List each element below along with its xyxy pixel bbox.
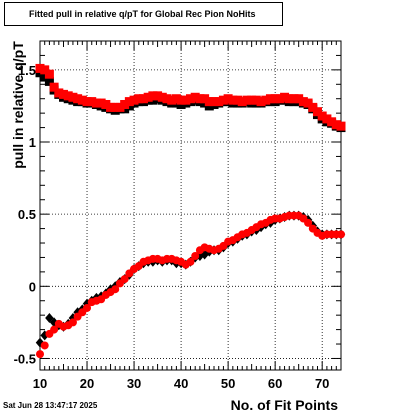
data-point-square bbox=[115, 102, 125, 112]
data-point-square bbox=[91, 98, 101, 108]
data-point-square bbox=[242, 95, 252, 105]
data-point-square bbox=[143, 92, 153, 102]
y-tick-label: 0 bbox=[29, 279, 36, 294]
data-point-circle bbox=[337, 230, 345, 239]
data-point-square bbox=[308, 102, 318, 112]
data-point-square bbox=[96, 98, 106, 108]
x-tick-label: 10 bbox=[33, 376, 47, 391]
data-point-square bbox=[190, 92, 200, 102]
data-point-square bbox=[303, 98, 313, 108]
data-point-square bbox=[200, 94, 210, 104]
data-point-square bbox=[124, 97, 134, 107]
data-point-square bbox=[317, 111, 327, 121]
data-point-square bbox=[327, 117, 337, 127]
timestamp: Sat Jun 28 13:47:17 2025 bbox=[3, 401, 98, 410]
data-point-square bbox=[176, 95, 186, 105]
data-point-square bbox=[289, 94, 299, 104]
data-point-square bbox=[110, 102, 120, 112]
data-point-square bbox=[251, 95, 261, 105]
data-point-square bbox=[134, 94, 144, 104]
data-point-square bbox=[181, 95, 191, 105]
data-point-square bbox=[223, 94, 233, 104]
data-point-square bbox=[209, 97, 219, 107]
x-tick-label: 50 bbox=[221, 376, 235, 391]
data-point-square bbox=[312, 107, 322, 117]
data-point-square bbox=[59, 89, 69, 99]
data-point-square bbox=[270, 94, 280, 104]
data-point-square bbox=[106, 102, 116, 112]
data-point-square bbox=[73, 94, 83, 104]
data-point-square bbox=[298, 97, 308, 107]
y-axis-label: pull in relative q/pT bbox=[10, 41, 26, 169]
data-point-square bbox=[322, 114, 332, 124]
data-point-square bbox=[157, 92, 167, 102]
y-tick-label: 0.5 bbox=[18, 207, 36, 222]
x-tick-label: 60 bbox=[268, 376, 282, 391]
data-point-square bbox=[49, 82, 59, 92]
data-point-square bbox=[167, 95, 177, 105]
data-point-square bbox=[237, 97, 247, 107]
data-point-square bbox=[40, 72, 50, 82]
data-point-square bbox=[35, 63, 45, 73]
data-point-square bbox=[120, 99, 130, 109]
data-point-square bbox=[331, 120, 341, 130]
data-point-square bbox=[186, 94, 195, 104]
y-tick-label: -0.5 bbox=[14, 351, 36, 366]
data-point-circle bbox=[50, 325, 59, 334]
data-point-square bbox=[129, 95, 139, 105]
data-point-circle bbox=[304, 218, 313, 227]
x-axis-label: No. of Fit Points bbox=[230, 397, 338, 413]
data-point-circle bbox=[36, 350, 44, 359]
data-point-square bbox=[233, 95, 243, 105]
data-point-square bbox=[68, 92, 78, 102]
data-point-square bbox=[138, 94, 148, 104]
data-point-square bbox=[284, 94, 294, 104]
x-tick-label: 20 bbox=[80, 376, 94, 391]
data-point-square bbox=[44, 76, 54, 86]
data-point-square bbox=[171, 94, 181, 104]
data-point-square bbox=[204, 97, 214, 107]
data-point-circle bbox=[120, 275, 129, 284]
data-point-square bbox=[148, 91, 158, 101]
data-point-circle bbox=[191, 252, 200, 261]
data-point-square bbox=[87, 97, 97, 107]
data-point-square bbox=[162, 94, 172, 104]
data-point-square bbox=[228, 95, 238, 105]
plot-frame bbox=[39, 40, 342, 371]
data-point-square bbox=[336, 121, 346, 131]
data-point-square bbox=[247, 95, 257, 105]
data-point-square bbox=[256, 97, 266, 107]
data-point-square bbox=[153, 91, 163, 101]
data-point-square bbox=[54, 88, 64, 98]
data-point-square bbox=[261, 95, 271, 105]
chart-title: Fitted pull in relative q/pT for Global … bbox=[4, 2, 283, 26]
data-point-square bbox=[101, 99, 111, 109]
data-point-circle bbox=[40, 341, 49, 350]
x-tick-label: 40 bbox=[174, 376, 188, 391]
x-tick-label: 70 bbox=[315, 376, 329, 391]
y-tick-label: 1.5 bbox=[18, 63, 36, 78]
data-point-square bbox=[294, 94, 304, 104]
data-point-square bbox=[40, 65, 50, 75]
data-point-circle bbox=[83, 303, 92, 312]
data-point-circle bbox=[111, 285, 120, 294]
x-tick-label: 30 bbox=[127, 376, 141, 391]
data-point-square bbox=[77, 95, 87, 105]
data-point-square bbox=[195, 94, 205, 104]
data-point-square bbox=[82, 97, 92, 107]
data-point-square bbox=[214, 97, 224, 107]
data-point-square bbox=[280, 92, 290, 102]
y-tick-label: 1 bbox=[29, 135, 36, 150]
data-point-square bbox=[218, 95, 228, 105]
data-point-circle bbox=[68, 318, 77, 327]
data-point-square bbox=[275, 94, 285, 104]
data-point-circle bbox=[186, 257, 195, 266]
data-point-square bbox=[265, 94, 275, 104]
data-point-square bbox=[63, 91, 73, 101]
data-point-square bbox=[44, 69, 54, 79]
